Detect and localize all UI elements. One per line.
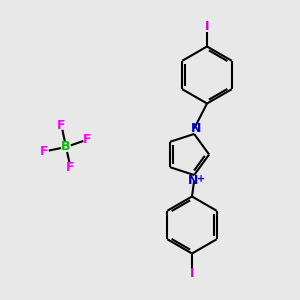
- Text: F: F: [57, 119, 66, 132]
- Text: F: F: [66, 161, 75, 174]
- Text: N: N: [190, 122, 201, 135]
- Text: F: F: [83, 133, 92, 146]
- Text: +: +: [197, 174, 205, 184]
- Text: N: N: [188, 174, 198, 187]
- Text: B: B: [61, 140, 71, 154]
- Text: F: F: [40, 145, 49, 158]
- Text: I: I: [190, 267, 194, 280]
- Text: I: I: [205, 20, 209, 33]
